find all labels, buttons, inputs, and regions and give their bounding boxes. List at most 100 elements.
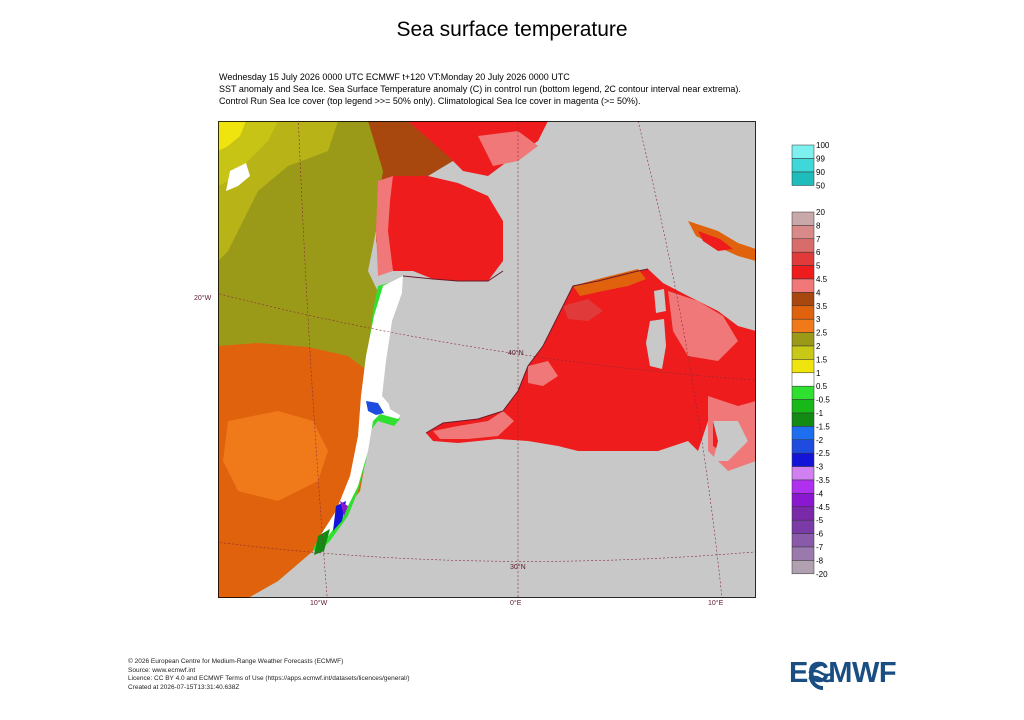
sst-legend-label: 3 xyxy=(816,315,821,324)
lon-label-20w: 20°W xyxy=(194,294,212,302)
sst-legend-label: -3 xyxy=(816,463,824,472)
iberia-coastal-blue xyxy=(366,401,384,415)
sst-legend-swatch xyxy=(791,385,815,400)
sst-legend-swatch xyxy=(791,560,815,575)
sardinia-land xyxy=(646,319,666,369)
ice-legend-label: 50 xyxy=(816,182,825,191)
balearic-anomaly xyxy=(563,299,603,321)
subtitle-line-2: SST anomaly and Sea Ice. Sea Surface Tem… xyxy=(219,84,741,94)
atlantic-anomaly-white xyxy=(226,163,250,191)
iberia-land xyxy=(386,271,548,436)
north-africa-land xyxy=(308,437,756,598)
ice-legend-label: 100 xyxy=(816,141,830,150)
sst-legend-label: -4.5 xyxy=(816,503,830,512)
sst-legend-swatch xyxy=(791,506,815,521)
sst-legend-label: 0.5 xyxy=(816,382,828,391)
sst-legend-label: 4 xyxy=(816,288,821,297)
iberia-coastal-white xyxy=(320,276,403,539)
sst-legend-label: 2.5 xyxy=(816,329,828,338)
sicily-land xyxy=(713,421,748,461)
sst-legend-swatch xyxy=(791,359,815,374)
sst-legend-swatch xyxy=(791,372,815,387)
map-description: Wednesday 15 July 2026 0000 UTC ECMWF t+… xyxy=(219,71,741,107)
biscay-anomaly-pink xyxy=(376,176,393,276)
sst-legend-label: -2 xyxy=(816,436,824,445)
channel-anomaly-pink xyxy=(478,131,538,166)
ice-legend-swatch xyxy=(791,158,815,173)
gulf-lion-anomaly-orange xyxy=(573,269,646,296)
sst-legend-swatch xyxy=(791,479,815,494)
atlantic-anomaly-bright xyxy=(218,121,246,151)
sst-legend-swatch xyxy=(791,426,815,441)
sst-legend-swatch xyxy=(791,546,815,561)
corsica-land xyxy=(654,289,666,313)
sst-legend-label: 1.5 xyxy=(816,355,828,364)
sst-legend-swatch xyxy=(791,265,815,280)
sst-legend-swatch xyxy=(791,251,815,266)
biscay-anomaly-red xyxy=(386,176,503,281)
sst-legend-label: -0.5 xyxy=(816,396,830,405)
sst-legend-label: 4.5 xyxy=(816,275,828,284)
ice-legend-label: 99 xyxy=(816,155,825,164)
ice-legend-swatch xyxy=(791,144,815,159)
footer-licence: Licence: CC BY 4.0 and ECMWF Terms of Us… xyxy=(128,675,410,682)
sst-legend-swatch xyxy=(791,332,815,347)
sst-legend-swatch xyxy=(791,399,815,414)
sst-legend-swatch xyxy=(791,278,815,293)
sst-legend-swatch xyxy=(791,225,815,240)
sst-legend-swatch xyxy=(791,318,815,333)
sea-ice-legend: 100 99 90 50 xyxy=(791,141,830,191)
biscay-anomaly xyxy=(368,121,468,271)
sst-legend-swatch xyxy=(791,345,815,360)
sst-legend-label: -3.5 xyxy=(816,476,830,485)
sst-anomaly-map: 40°N 30°N xyxy=(218,121,756,598)
sst-legend-label: -6 xyxy=(816,530,824,539)
sst-legend-swatch xyxy=(791,493,815,508)
sst-legend-label: -20 xyxy=(816,570,828,579)
sst-legend-label: -1 xyxy=(816,409,824,418)
lon-label-10e: 10°E xyxy=(708,599,724,607)
mediterranean-anomaly-pink xyxy=(433,411,514,439)
sst-legend-swatch xyxy=(791,412,815,427)
sst-legend-label: 2 xyxy=(816,342,821,351)
lat-label-30n: 30°N xyxy=(510,563,526,571)
sst-legend-label: 8 xyxy=(816,221,821,230)
map-frame xyxy=(218,121,756,598)
sst-legend-swatch xyxy=(791,466,815,481)
ecmwf-logo-text: ECMWF xyxy=(789,657,897,689)
adriatic-anomaly-red xyxy=(698,231,733,251)
sst-legend-label: 6 xyxy=(816,248,821,257)
subtitle-line-3: Control Run Sea Ice cover (top legend >>… xyxy=(219,96,641,106)
ice-legend-label: 90 xyxy=(816,168,825,177)
sst-legend-label: -1.5 xyxy=(816,422,830,431)
sst-legend-label: 3.5 xyxy=(816,302,828,311)
sst-legend-label: -5 xyxy=(816,516,824,525)
footer-source: Source: www.ecmwf.int xyxy=(128,666,196,674)
sst-anomaly-legend: 20 8 7 6 5 4.5 4 3.5 3 2.5 2 1.5 1 0.5 -0.5 -1 -1.5 -2 -2.… xyxy=(791,208,830,579)
sst-legend-swatch xyxy=(791,533,815,548)
sst-legend-swatch xyxy=(791,519,815,534)
sst-legend-swatch xyxy=(791,211,815,226)
sst-legend-swatch xyxy=(791,238,815,253)
coastline xyxy=(402,268,649,434)
sst-legend-label: 20 xyxy=(816,208,825,217)
footer-copyright: © 2026 European Centre for Medium-Range … xyxy=(128,658,344,665)
sst-legend-label: 1 xyxy=(816,369,821,378)
sst-legend-swatch xyxy=(791,452,815,467)
footer-credits: © 2026 European Centre for Medium-Range … xyxy=(128,658,410,692)
footer-created: Created at 2026-07-15T13:31:40.638Z xyxy=(128,683,240,691)
sst-legend-label: -2.5 xyxy=(816,449,830,458)
sst-legend-swatch xyxy=(791,439,815,454)
alboran-anomaly xyxy=(528,361,558,386)
sst-legend-label: -7 xyxy=(816,543,824,552)
sst-legend-swatch xyxy=(791,292,815,307)
tyrrhenian-anomaly-pink xyxy=(668,291,738,361)
ice-legend-swatch xyxy=(791,171,815,186)
morocco-coast-purple xyxy=(340,501,348,516)
sst-legend-label: 5 xyxy=(816,262,821,271)
sst-legend-label: -8 xyxy=(816,556,824,565)
sst-legend-label: -4 xyxy=(816,489,824,498)
lon-label-10w: 10°W xyxy=(310,599,328,607)
atlantic-anomaly-orange-light xyxy=(223,411,328,501)
